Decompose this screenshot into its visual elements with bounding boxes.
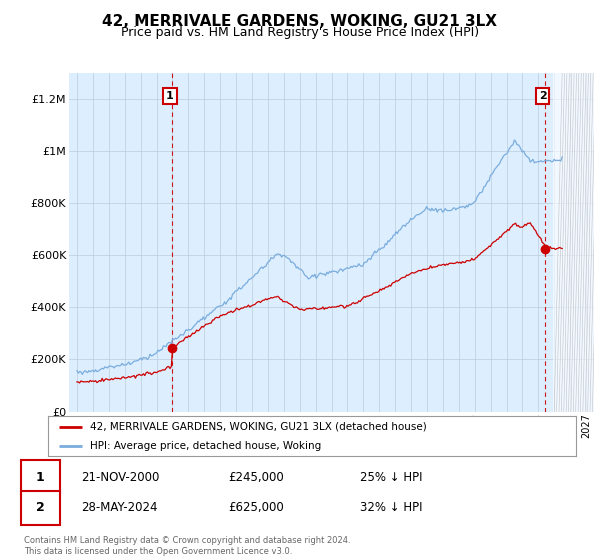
Text: 42, MERRIVALE GARDENS, WOKING, GU21 3LX (detached house): 42, MERRIVALE GARDENS, WOKING, GU21 3LX … <box>90 422 427 432</box>
Text: 32% ↓ HPI: 32% ↓ HPI <box>360 501 422 515</box>
Text: £625,000: £625,000 <box>228 501 284 515</box>
Text: £245,000: £245,000 <box>228 470 284 484</box>
Text: 2: 2 <box>539 91 547 101</box>
Text: Price paid vs. HM Land Registry's House Price Index (HPI): Price paid vs. HM Land Registry's House … <box>121 26 479 39</box>
Text: 2: 2 <box>36 501 44 515</box>
Text: 1: 1 <box>166 91 174 101</box>
Text: 28-MAY-2024: 28-MAY-2024 <box>81 501 157 515</box>
Text: 21-NOV-2000: 21-NOV-2000 <box>81 470 160 484</box>
Text: 25% ↓ HPI: 25% ↓ HPI <box>360 470 422 484</box>
Bar <box>553 73 594 412</box>
Text: Contains HM Land Registry data © Crown copyright and database right 2024.
This d: Contains HM Land Registry data © Crown c… <box>24 536 350 556</box>
Text: 1: 1 <box>36 470 44 484</box>
Text: 42, MERRIVALE GARDENS, WOKING, GU21 3LX: 42, MERRIVALE GARDENS, WOKING, GU21 3LX <box>103 14 497 29</box>
Text: HPI: Average price, detached house, Woking: HPI: Average price, detached house, Woki… <box>90 441 322 450</box>
